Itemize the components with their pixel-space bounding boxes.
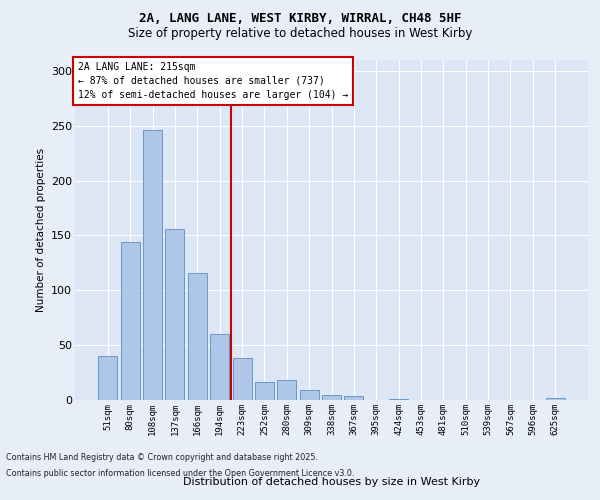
- Bar: [233, 358, 251, 400]
- Bar: [98, 356, 118, 400]
- Text: Contains public sector information licensed under the Open Government Licence v3: Contains public sector information licen…: [6, 468, 355, 477]
- Y-axis label: Number of detached properties: Number of detached properties: [35, 148, 46, 312]
- Text: Size of property relative to detached houses in West Kirby: Size of property relative to detached ho…: [128, 28, 472, 40]
- Bar: [166, 229, 184, 400]
- Text: 2A LANG LANE: 215sqm
← 87% of detached houses are smaller (737)
12% of semi-deta: 2A LANG LANE: 215sqm ← 87% of detached h…: [77, 62, 348, 100]
- Bar: [188, 273, 207, 400]
- Text: 2A, LANG LANE, WEST KIRBY, WIRRAL, CH48 5HF: 2A, LANG LANE, WEST KIRBY, WIRRAL, CH48 …: [139, 12, 461, 26]
- Bar: [344, 396, 364, 400]
- X-axis label: Distribution of detached houses by size in West Kirby: Distribution of detached houses by size …: [183, 476, 480, 486]
- Bar: [277, 380, 296, 400]
- Text: Contains HM Land Registry data © Crown copyright and database right 2025.: Contains HM Land Registry data © Crown c…: [6, 454, 318, 462]
- Bar: [299, 390, 319, 400]
- Bar: [210, 334, 229, 400]
- Bar: [322, 394, 341, 400]
- Bar: [143, 130, 162, 400]
- Bar: [121, 242, 140, 400]
- Bar: [545, 398, 565, 400]
- Bar: [389, 399, 408, 400]
- Bar: [255, 382, 274, 400]
